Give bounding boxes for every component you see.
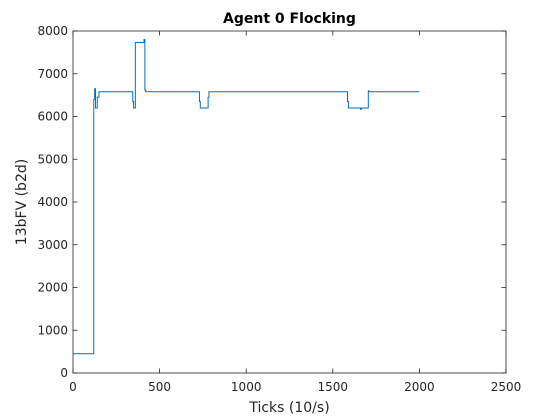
y-tick-label: 6000 <box>37 110 68 124</box>
x-tick-label: 1000 <box>231 380 262 394</box>
y-tick-label: 2000 <box>37 281 68 295</box>
y-axis-label: 13bFV (b2d) <box>14 159 30 245</box>
y-tick-label: 8000 <box>37 24 68 38</box>
plot-area <box>73 31 506 373</box>
axes-box <box>72 30 507 374</box>
x-tick-label: 500 <box>148 380 171 394</box>
x-tick-label: 1500 <box>318 380 349 394</box>
y-tick-label: 0 <box>60 366 68 380</box>
series-line <box>73 39 420 355</box>
x-tick-label: 2000 <box>404 380 435 394</box>
x-tick-label: 2500 <box>491 380 522 394</box>
y-tick-label: 7000 <box>37 67 68 81</box>
y-tick-label: 3000 <box>37 238 68 252</box>
y-tick-label: 1000 <box>37 323 68 337</box>
y-tick-label: 5000 <box>37 152 68 166</box>
y-tick-label: 4000 <box>37 195 68 209</box>
tick-labels: 0 500 1000 1500 2000 2500 0 1000 2000 3000 4000 500… <box>37 24 521 394</box>
x-axis-label: Ticks (10/s) <box>248 400 329 416</box>
chart-title: Agent 0 Flocking <box>223 11 356 27</box>
x-tick-label: 0 <box>69 380 77 394</box>
